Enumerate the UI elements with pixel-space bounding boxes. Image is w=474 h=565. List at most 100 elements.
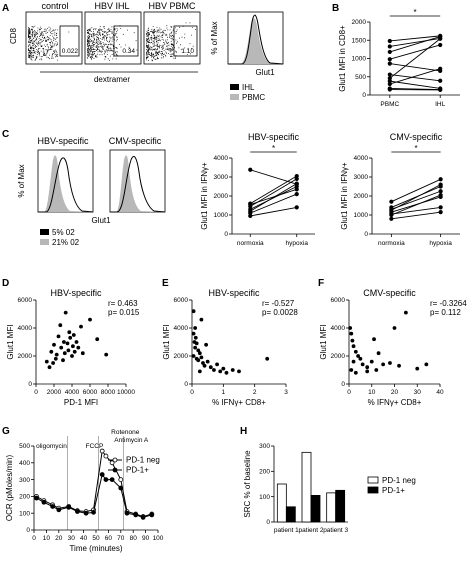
chart-g-legend-label: PD-1 neg [126,456,160,465]
chart-c-hbv-title: HBV-specific [248,132,300,142]
chart-e-point [197,369,202,374]
chart-d-point [53,356,58,361]
flow-ylabel: CD8 [9,27,18,44]
histogram-a-ihl [228,14,284,65]
histograms-c: HBV-specific CMV-specific % of Max Glut1… [17,136,166,247]
flow-title-control: control [41,1,68,11]
chart-d-point [63,310,68,315]
panel-label-B: B [332,3,339,14]
chart-h-legend-label: PD-1 neg [382,476,416,485]
flow-gate-value: 1.10 [181,48,194,55]
chart-c-hbv-pair-line [250,183,297,212]
chart-b-point [387,81,392,87]
chart-b-x-tick-label: IHL [435,101,446,108]
chart-h-bar [276,483,287,523]
chart-c-hbv-point [248,213,253,219]
panel-label-H: H [240,426,247,437]
chart-g-y-tick-label: 100 [19,510,30,517]
chart-d-point [44,359,49,364]
chart-f-x-tick-label: 20 [391,389,399,396]
chart-e-point [212,368,216,372]
chart-c-hbv-pair-line [250,169,297,185]
chart-g-x-tick-label: 0 [32,535,36,542]
chart-d-point [51,361,55,365]
chart-e-point [193,326,198,330]
chart-d-stat: p= 0.015 [108,308,140,317]
chart-f-y-tick-label: 6000 [331,297,346,304]
chart-b-pair-line [389,37,441,47]
chart-e-point [221,366,226,371]
chart-h-legend-swatch [367,476,379,484]
chart-g-x-tick-label: 70 [117,535,125,542]
chart-c-cmv-title: CMV-specific [390,132,443,142]
chart-g-series-pd1-pos-point [75,509,80,514]
chart-d-y-tick-label: 0 [28,381,32,388]
legend-label-5-o2: 5% 02 [52,228,75,237]
chart-b-y-tick-label: 500 [355,74,366,81]
chart-g-series-pd1-pos-point [91,509,96,515]
chart-h-y-tick-label: 0 [266,519,270,526]
flow-gate-value: 0.022 [62,48,79,55]
chart-b-y-tick-label: 1500 [352,37,367,44]
chart-c-cmv-point [438,210,443,215]
panel-label-D: D [2,278,9,289]
chart-b-point [387,44,392,49]
histogram-a-ylabel: % of Max [210,21,219,54]
chart-d-point [88,317,92,322]
chart-g-series-pd1-pos-point [124,510,130,516]
chart-f-point [403,310,408,315]
chart-g-series-pd1-pos-point [66,504,72,510]
chart-b-y-tick-label: 0 [362,92,366,99]
chart-d-point [62,340,66,344]
panel-label-C: C [2,129,9,140]
chart-c-hbv: HBV-specific 0 1000 2000 3000 4000 normoxia hyp… [200,132,315,247]
chart-f-point [360,362,365,367]
histogram-c-xlabel: Glut1 [91,216,111,225]
flow-xlabel: dextramer [94,75,130,84]
chart-b-point [438,78,443,83]
chart-b-significance-star: * [413,8,416,17]
chart-c-cmv-y-tick-label: 1000 [354,212,369,219]
chart-e-point [197,351,202,356]
chart-f-point [349,331,354,336]
flow-gate [113,25,139,57]
chart-h-bar [285,506,296,523]
chart-b-y-tick-label: 2000 [352,19,367,26]
chart-g-x-tick-label: 50 [92,535,100,542]
chart-f-point [365,369,370,374]
chart-d-y-tick-label: 4000 [18,325,33,332]
chart-b-y-tick-label: 1000 [352,56,367,63]
chart-b-point [438,42,443,48]
chart-e-point [194,341,199,346]
chart-d-x-tick-label: 4000 [65,389,80,396]
chart-f-point [381,362,386,367]
flow-plot-control: control 0.022 [25,1,83,65]
chart-g-phase-rotenone: Rotenone [111,429,140,436]
chart-c-cmv-point [438,192,443,198]
chart-e-y-tick-label: 2000 [174,353,189,360]
chart-b-pair-line [389,68,441,85]
chart-g-legend-marker [112,457,118,463]
chart-g-series-pd1-pos-point [50,504,55,509]
chart-e-point [230,368,235,372]
chart-b-ylabel: Glut1 MFI in CD8+ [338,25,347,92]
chart-g-legend-marker [112,467,118,473]
chart-d-point [80,351,85,356]
chart-d-stat: r= 0.463 [108,299,138,308]
panel-label-F: F [318,278,324,289]
histogram-c-hbv-5 [38,157,94,213]
histogram-c-hbv-21 [38,155,93,212]
legend-swatch-21-o2 [40,239,49,245]
chart-h-y-tick-label: 100 [259,494,270,501]
chart-d-point [76,345,81,350]
chart-c-hbv-pair-line [250,193,297,214]
chart-b: 0 500 1000 1500 2000 PBMC IHL Glut1 MFI in CD8+… [338,8,460,108]
chart-f-point [351,344,356,349]
chart-c-hbv-x-tick-label: hypoxia [286,240,309,247]
chart-d-point [66,348,71,353]
histogram-a: % of Max Glut1 IHL PBMC [210,11,284,102]
chart-d-point [67,330,72,335]
chart-g-phase-antimycin: Antimycin A [114,437,149,444]
chart-h-bar [335,489,346,523]
chart-d-point [65,341,70,346]
